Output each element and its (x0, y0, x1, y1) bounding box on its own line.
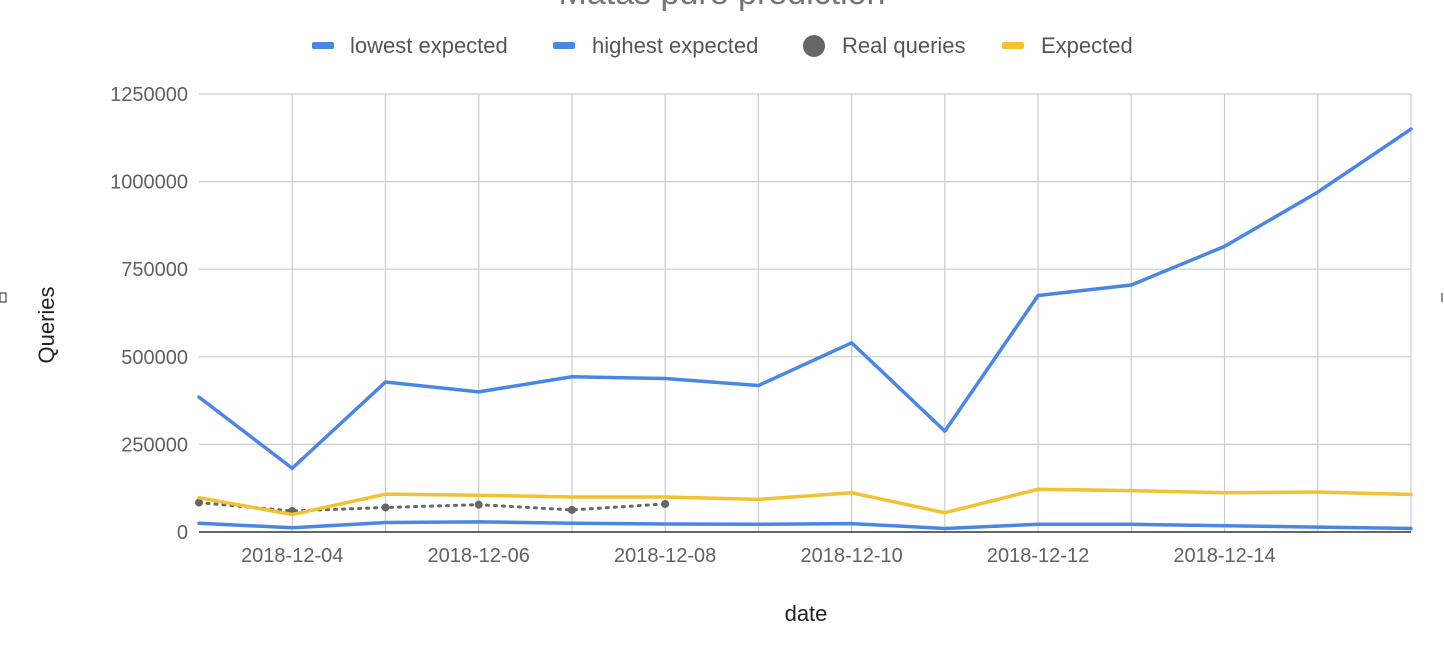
x-tick-label: 2018-12-04 (241, 545, 343, 567)
chart-title: Matas pure prediction (559, 0, 886, 12)
gridlines (199, 93, 1412, 532)
legend-label: lowest expected (350, 33, 508, 58)
x-tick-label: 2018-12-08 (614, 545, 716, 567)
x-axis-ticks: 2018-12-04 2018-12-06 2018-12-08 2018-12-10… (241, 545, 1276, 567)
y-tick-label: 500000 (121, 347, 188, 369)
legend-label: Real queries (842, 33, 966, 58)
y-tick-label: 250000 (121, 434, 188, 456)
left-edge-marker (0, 292, 7, 303)
series-line-expected (197, 487, 1413, 517)
legend-label: highest expected (592, 33, 758, 58)
y-axis-title: Queries (34, 286, 59, 363)
y-tick-label: 1000000 (110, 172, 188, 194)
series-line-real-queries (197, 501, 667, 513)
legend-swatch (553, 42, 575, 49)
series-line-highest-expected (197, 127, 1413, 470)
data-point-real-queries (661, 499, 670, 508)
data-point-real-queries (381, 503, 390, 512)
legend-swatch (1002, 42, 1024, 49)
legend-swatch (803, 35, 825, 57)
legend-label: Expected (1041, 33, 1133, 58)
y-tick-label: 0 (177, 522, 188, 544)
x-tick-label: 2018-12-12 (987, 545, 1089, 567)
series-line-lowest-expected (197, 520, 1413, 531)
data-point-real-queries (195, 498, 203, 507)
x-tick-label: 2018-12-10 (800, 545, 902, 567)
x-tick-label: 2018-12-06 (428, 545, 530, 567)
y-tick-label: 750000 (121, 259, 188, 281)
x-axis-title: date (785, 601, 828, 626)
series-group (195, 127, 1413, 531)
data-point-real-queries (474, 500, 483, 509)
y-tick-label: 1250000 (110, 84, 188, 106)
x-tick-label: 2018-12-14 (1173, 545, 1275, 567)
legend-swatch (312, 42, 334, 49)
legend: lowest expected highest expected Real quer… (312, 33, 1133, 58)
y-axis-ticks: 0 250000 500000 750000 1000000 1250000 (110, 84, 188, 544)
data-point-real-queries (567, 505, 576, 514)
